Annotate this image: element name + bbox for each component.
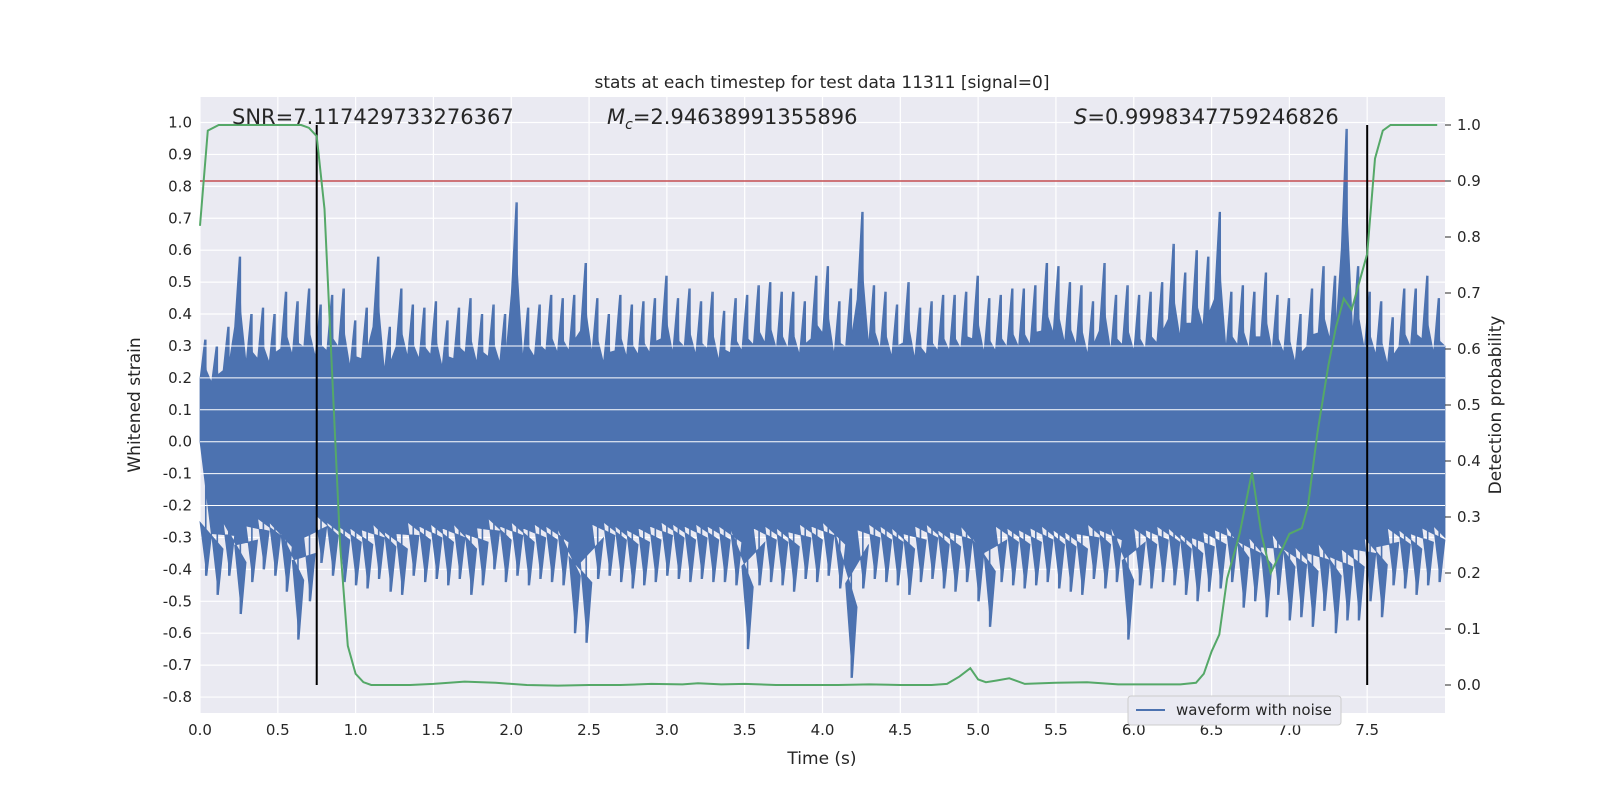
y-tick-label: 0.5 [168,273,192,291]
y-tick-label: -0.4 [163,560,192,578]
y2-tick-label: 0.5 [1457,396,1481,414]
y-tick-label: 0.1 [168,401,192,419]
x-tick-label: 1.5 [422,721,446,739]
y-tick-label: -0.8 [163,688,192,706]
y-axis-label: Whitened strain [125,337,145,472]
y-tick-label: 0.8 [168,177,192,195]
y-tick-label: -0.5 [163,592,192,610]
x-tick-label: 2.0 [499,721,523,739]
x-tick-label: 0.5 [266,721,290,739]
y-tick-label: 0.3 [168,337,192,355]
mc-subscript: c [625,117,633,133]
y2-tick-label: 0.8 [1457,228,1481,246]
y2-tick-label: 0.7 [1457,284,1481,302]
y-tick-label: 0.7 [168,209,192,227]
mc-annotation: Mc=2.94638991355896 [607,105,858,133]
y-tick-label: -0.1 [163,465,192,483]
y-tick-label: -0.3 [163,528,192,546]
y2-axis-label: Detection probability [1486,316,1506,495]
x-tick-label: 2.5 [577,721,601,739]
probability-line [199,124,1438,687]
x-axis-label: Time (s) [786,749,856,769]
y-tick-label: 1.0 [168,114,192,132]
y2-tick-label: 0.0 [1457,676,1481,694]
s-value: =0.9998347759246826 [1087,105,1338,129]
chart-title: stats at each timestep for test data 113… [595,73,1050,93]
y-tick-label: 0.6 [168,241,192,259]
x-tick-label: 4.5 [888,721,912,739]
x-tick-label: 3.0 [655,721,679,739]
mc-symbol: M [607,105,625,129]
y2-tick-label: 0.9 [1457,172,1481,190]
s-annotation: S=0.9998347759246826 [1074,105,1339,129]
y-tick-label: 0.0 [168,433,192,451]
mc-value: =2.94638991355896 [633,105,858,129]
legend: waveform with noise [1127,695,1342,726]
y-tick-label: -0.2 [163,497,192,515]
strain-series [199,128,1446,678]
y-tick-label: -0.6 [163,624,192,642]
y2-tick-label: 0.1 [1457,620,1481,638]
y-tick-label: 0.4 [168,305,192,323]
x-tick-label: 7.5 [1355,721,1379,739]
legend-box [1127,695,1342,726]
x-tick-label: 1.0 [344,721,368,739]
y2-tick-label: 0.4 [1457,452,1481,470]
x-tick-label: 5.0 [966,721,990,739]
y2-tick-label: 0.6 [1457,340,1481,358]
probability-series [199,124,1438,687]
reference-lines [200,125,1445,685]
snr-annotation: SNR=7.117429733276367 [232,105,514,129]
x-tick-label: 3.5 [733,721,757,739]
y2-tick-label: 0.3 [1457,508,1481,526]
x-tick-label: 5.5 [1044,721,1068,739]
tick-labels: 0.0 0.5 1.0 1.5 2.0 2.5 3.0 3.5 4.0 4.5 5.0 5.5 6.0 6… [163,114,1481,739]
x-tick-label: 4.0 [811,721,835,739]
y2-tick-label: 0.2 [1457,564,1481,582]
s-symbol: S [1074,105,1087,129]
y-tick-label: 0.9 [168,145,192,163]
y-tick-label: -0.7 [163,656,192,674]
legend-label: waveform with noise [1176,701,1332,719]
y2-tick-label: 1.0 [1457,116,1481,134]
y-tick-label: 0.2 [168,369,192,387]
x-tick-label: 0.0 [188,721,212,739]
